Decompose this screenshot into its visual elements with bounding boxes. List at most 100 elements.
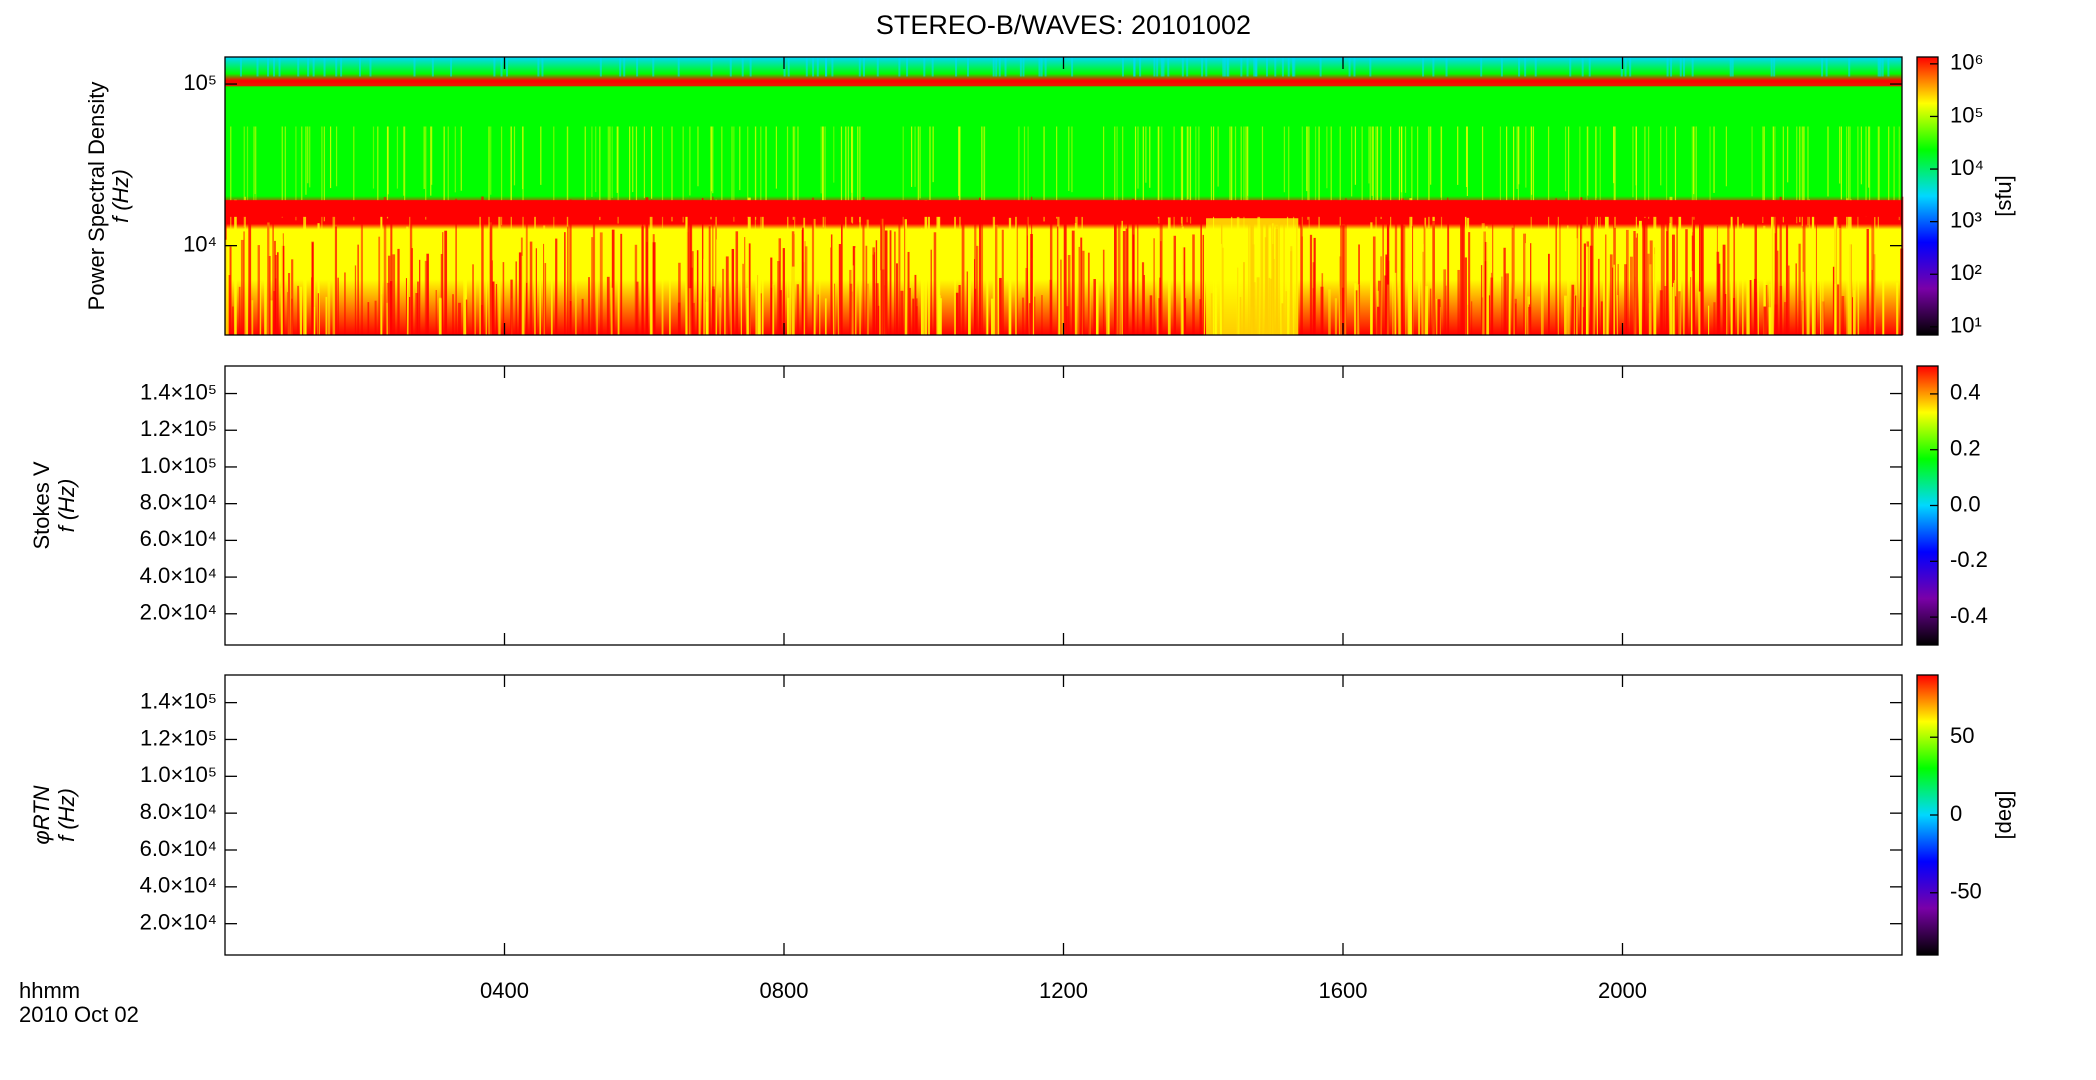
spectrogram-streak [255, 126, 257, 205]
spectrogram-streak [1021, 297, 1025, 335]
colorbar-label: [sfu] [1991, 175, 2016, 217]
spectrogram-streak [1293, 57, 1296, 77]
spectrogram-streak [1313, 237, 1316, 335]
x-axis-label: 2010 Oct 02 [19, 1002, 139, 1027]
spectrogram-streak [1753, 278, 1757, 335]
spectrogram-streak [372, 126, 375, 189]
colorbar [1917, 57, 1938, 335]
spectrogram-streak [287, 292, 289, 335]
spectrogram-streak [1518, 126, 1520, 185]
spectrogram-streak [1499, 126, 1502, 202]
spectrogram-streak [1725, 126, 1727, 187]
spectrogram-streak [413, 57, 416, 77]
spectrogram-streak [1125, 228, 1128, 335]
spectrogram-streak [1200, 201, 1202, 335]
spectrogram-streak [267, 208, 270, 335]
spectrogram-streak [824, 298, 827, 335]
spectrogram-streak [1319, 57, 1322, 77]
spectrogram-streak [231, 306, 234, 335]
spectrogram-streak [805, 57, 808, 77]
spectrogram-streak [710, 57, 713, 77]
spectrogram-streak [1291, 57, 1294, 77]
x-axis-label: hhmm [19, 978, 80, 1003]
spectrogram-streak [1195, 126, 1197, 211]
spectrogram-streak [740, 259, 742, 335]
spectrogram-streak [715, 199, 717, 335]
spectrogram-streak [1524, 243, 1527, 335]
spectrogram-streak [822, 126, 824, 228]
spectrogram-streak [1390, 126, 1392, 233]
spectrogram-streak [1625, 229, 1629, 335]
spectrogram-streak [1309, 234, 1313, 335]
spectrogram-streak [488, 126, 490, 232]
spectrogram-streak [1757, 282, 1759, 335]
spectrogram-streak [1139, 57, 1142, 77]
spectrogram-streak [1217, 126, 1219, 187]
spectrogram-streak [1412, 219, 1414, 335]
spectrogram-streak [491, 281, 495, 335]
spectrogram-streak [733, 126, 735, 222]
spectrogram-streak [794, 126, 796, 235]
spectrogram-streak [902, 126, 904, 232]
colorbar-frame [1916, 56, 1939, 336]
spectrogram-streak [1846, 126, 1848, 229]
spectrogram-streak [724, 259, 726, 335]
spectrogram-streak [1407, 269, 1411, 335]
spectrogram-streak [819, 268, 821, 335]
spectrogram-streak [1368, 126, 1370, 184]
spectrogram-streak [1530, 243, 1532, 335]
spectrogram-streak [1514, 298, 1517, 335]
spectrogram-streak [1540, 252, 1544, 335]
spectrogram-streak [1848, 208, 1851, 335]
spectrogram-streak [1240, 57, 1243, 77]
spectrogram-streak [992, 211, 996, 335]
spectrogram-streak [317, 223, 320, 335]
spectrogram-streak [955, 292, 959, 335]
spectrogram-streak [1127, 208, 1129, 335]
spectrogram-streak [599, 126, 601, 221]
spectrogram-streak [1815, 201, 1817, 335]
spectrogram-streak [592, 218, 596, 335]
spectrogram-gap [1206, 218, 1299, 335]
spectrogram-streak [1229, 126, 1231, 216]
spectrogram-streak [1808, 199, 1810, 335]
spectrogram-streak [1486, 230, 1490, 335]
spectrogram-streak [1424, 217, 1427, 335]
spectrogram-streak [1301, 126, 1303, 237]
spectrogram-streak [567, 221, 569, 335]
spectrogram-streak [1574, 295, 1578, 335]
spectrogram-streak [1372, 126, 1374, 201]
spectrogram-streak [431, 126, 433, 185]
spectrogram-streak [430, 126, 432, 196]
x-tick-label: 0400 [480, 978, 529, 1003]
spectrogram-streak [1853, 255, 1857, 335]
spectrogram-streak [983, 126, 986, 206]
spectrogram-streak [1068, 126, 1070, 191]
spectrogram-streak [1203, 280, 1205, 335]
spectrogram-streak [635, 126, 638, 216]
spectrogram-streak [1392, 232, 1394, 335]
spectrogram-streak [1160, 57, 1163, 77]
y-tick-label: 1.0×10⁵ [140, 762, 217, 787]
spectrogram-streak [1031, 258, 1035, 335]
spectrogram-streak [1417, 126, 1419, 210]
spectrogram-streak [1356, 284, 1360, 335]
spectrogram-streak [344, 272, 346, 335]
colorbar [1917, 366, 1938, 645]
spectrogram-streak [1480, 265, 1483, 335]
spectrogram-streak [775, 126, 777, 189]
spectrogram-streak [321, 126, 323, 238]
spectrogram-streak [755, 126, 757, 220]
spectrogram-streak [954, 206, 956, 335]
spectrogram-streak [409, 216, 413, 335]
spectrogram-streak [378, 236, 381, 335]
spectrogram-streak [1380, 256, 1382, 335]
spectrogram-streak [1153, 57, 1156, 77]
spectrogram-streak [1122, 126, 1124, 207]
spectrogram-streak [1429, 288, 1432, 335]
spectrogram-streak [1060, 244, 1063, 335]
spectrogram-streak [403, 126, 405, 196]
y-axis-label: f (Hz) [54, 479, 79, 533]
spectrogram-streak [1825, 57, 1828, 77]
spectrogram-streak [735, 231, 739, 335]
